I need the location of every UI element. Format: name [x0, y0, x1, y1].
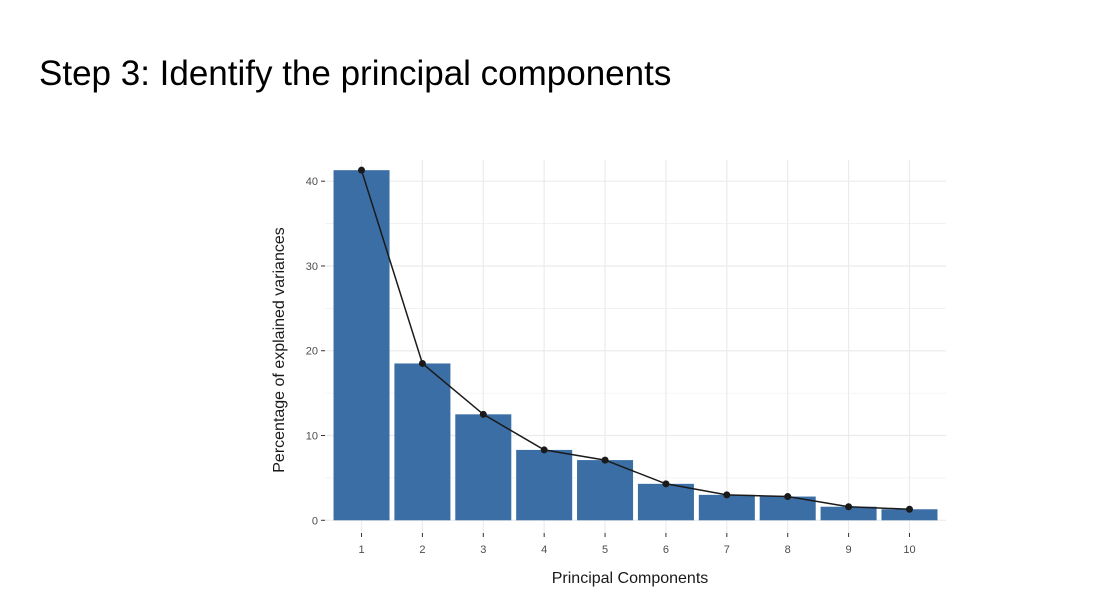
x-tick-label: 7: [724, 544, 730, 556]
y-tick-label: 30: [306, 261, 318, 273]
y-tick-label: 40: [306, 176, 318, 188]
bar-1: [333, 170, 390, 521]
point-4: [540, 446, 548, 454]
x-tick-label: 5: [602, 544, 608, 556]
x-tick-label: 6: [663, 544, 669, 556]
point-9: [845, 503, 853, 511]
point-1: [358, 166, 366, 174]
bar-8: [759, 496, 816, 521]
x-tick-label: 10: [903, 544, 915, 556]
bar-4: [516, 449, 573, 521]
bar-7: [698, 494, 755, 521]
bar-2: [394, 363, 451, 521]
bar-9: [820, 506, 877, 521]
slide-title: Step 3: Identify the principal component…: [39, 54, 672, 93]
point-2: [418, 359, 426, 367]
x-tick-label: 4: [541, 544, 547, 556]
x-tick-label: 3: [480, 544, 486, 556]
y-axis-title: Percentage of explained variances: [271, 227, 288, 473]
bars: [333, 170, 938, 521]
bar-6: [637, 483, 694, 521]
points: [358, 166, 913, 513]
x-tick-label: 1: [358, 544, 364, 556]
x-tick-label: 2: [419, 544, 425, 556]
bar-3: [455, 414, 512, 521]
x-tick-label: 8: [785, 544, 791, 556]
y-tick-label: 10: [306, 431, 318, 443]
point-10: [905, 505, 913, 513]
bar-10: [881, 509, 938, 521]
bar-5: [577, 460, 634, 521]
y-tick-label: 0: [312, 515, 318, 527]
variance-line: [360, 169, 910, 511]
point-6: [662, 480, 670, 488]
point-7: [723, 491, 731, 499]
point-8: [784, 493, 792, 501]
x-tick-label: 9: [846, 544, 852, 556]
point-3: [479, 410, 487, 418]
variance-line-path: [360, 169, 910, 511]
axes: 0 10 20 30 40 1 2 3 4 5 6 7 8 9 10: [306, 176, 916, 556]
x-axis-title: Principal Components: [552, 570, 709, 587]
y-tick-label: 20: [306, 346, 318, 358]
point-5: [601, 456, 609, 464]
